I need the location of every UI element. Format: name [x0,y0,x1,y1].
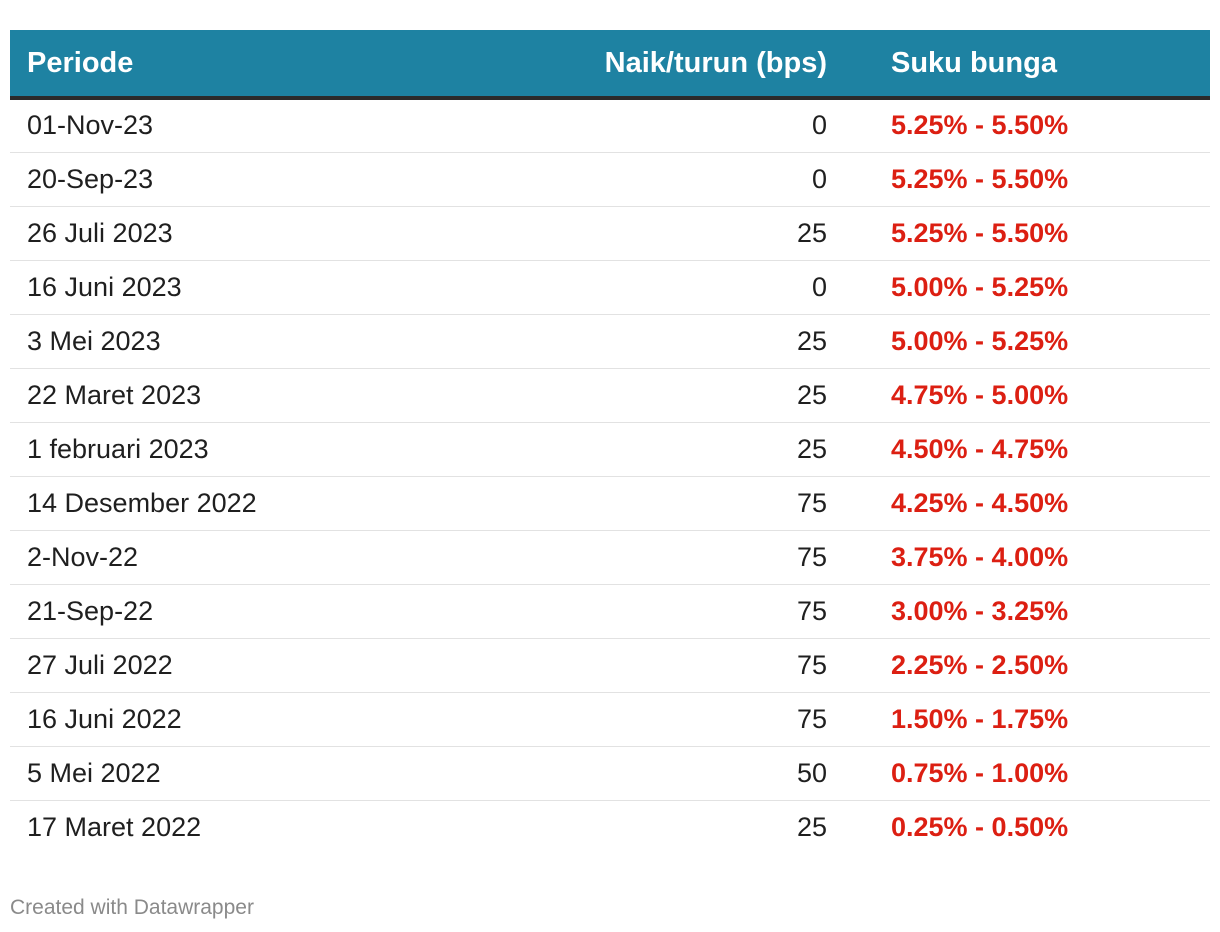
table-row: 27 Juli 2022 75 2.25% - 2.50% [10,638,1210,692]
cell-periode: 1 februari 2023 [27,433,209,464]
cell-suku-bunga: 5.25% - 5.50% [891,217,1069,248]
cell-periode: 14 Desember 2022 [27,487,257,518]
header-suku-bunga: Suku bunga [827,30,1210,100]
cell-periode: 17 Maret 2022 [27,811,202,842]
table-row: 5 Mei 2022 50 0.75% - 1.00% [10,746,1210,800]
cell-naik-turun: 25 [796,217,827,248]
cell-suku-bunga: 0.25% - 0.50% [891,811,1069,842]
cell-periode: 16 Juni 2022 [27,703,182,734]
table-body: 01-Nov-23 0 5.25% - 5.50% 20-Sep-23 0 5.25% -… [10,98,1210,854]
table-row: 26 Juli 2023 25 5.25% - 5.50% [10,206,1210,260]
table-row: 01-Nov-23 0 5.25% - 5.50% [10,98,1210,152]
cell-suku-bunga: 2.25% - 2.50% [891,649,1069,680]
datawrapper-credit: Created with Datawrapper [10,896,254,919]
cell-suku-bunga: 5.00% - 5.25% [891,271,1069,302]
table-row: 1 februari 2023 25 4.50% - 4.75% [10,422,1210,476]
cell-naik-turun: 25 [796,325,827,356]
header-periode: Periode [10,30,570,100]
cell-suku-bunga: 4.50% - 4.75% [891,433,1069,464]
cell-suku-bunga: 4.25% - 4.50% [891,487,1069,518]
cell-suku-bunga: 5.00% - 5.25% [891,325,1069,356]
table-row: 22 Maret 2023 25 4.75% - 5.00% [10,368,1210,422]
cell-naik-turun: 0 [811,163,827,194]
cell-naik-turun: 75 [796,703,827,734]
cell-periode: 27 Juli 2022 [27,649,173,680]
cell-naik-turun: 50 [796,757,827,788]
cell-periode: 22 Maret 2023 [27,379,202,410]
cell-naik-turun: 25 [796,433,827,464]
header-naik-turun: Naik/turun (bps) [570,30,827,100]
cell-periode: 2-Nov-22 [27,541,139,572]
cell-naik-turun: 75 [796,487,827,518]
table-row: 2-Nov-22 75 3.75% - 4.00% [10,530,1210,584]
cell-periode: 26 Juli 2023 [27,217,173,248]
table-row: 20-Sep-23 0 5.25% - 5.50% [10,152,1210,206]
table-row: 16 Juni 2023 0 5.00% - 5.25% [10,260,1210,314]
cell-suku-bunga: 3.00% - 3.25% [891,595,1069,626]
cell-suku-bunga: 5.25% - 5.50% [891,163,1069,194]
cell-periode: 20-Sep-23 [27,163,154,194]
rates-table-container: Periode Naik/turun (bps) Suku bunga 01-N… [10,30,1210,854]
cell-suku-bunga: 4.75% - 5.00% [891,379,1069,410]
cell-suku-bunga: 1.50% - 1.75% [891,703,1069,734]
table-row: 17 Maret 2022 25 0.25% - 0.50% [10,800,1210,854]
cell-periode: 5 Mei 2022 [27,757,161,788]
table-row: 3 Mei 2023 25 5.00% - 5.25% [10,314,1210,368]
cell-naik-turun: 75 [796,649,827,680]
table-row: 14 Desember 2022 75 4.25% - 4.50% [10,476,1210,530]
table-row: 16 Juni 2022 75 1.50% - 1.75% [10,692,1210,746]
cell-periode: 3 Mei 2023 [27,325,161,356]
cell-naik-turun: 25 [796,379,827,410]
interest-rate-table: Periode Naik/turun (bps) Suku bunga 01-N… [10,30,1210,854]
cell-periode: 01-Nov-23 [27,110,154,141]
cell-suku-bunga: 5.25% - 5.50% [891,110,1069,141]
cell-naik-turun: 75 [796,595,827,626]
cell-periode: 21-Sep-22 [27,595,154,626]
cell-naik-turun: 0 [811,110,827,141]
table-row: 21-Sep-22 75 3.00% - 3.25% [10,584,1210,638]
cell-naik-turun: 25 [796,811,827,842]
table-header-row: Periode Naik/turun (bps) Suku bunga [10,30,1210,100]
cell-naik-turun: 75 [796,541,827,572]
cell-suku-bunga: 0.75% - 1.00% [891,757,1069,788]
cell-periode: 16 Juni 2023 [27,271,182,302]
cell-naik-turun: 0 [811,271,827,302]
cell-suku-bunga: 3.75% - 4.00% [891,541,1069,572]
